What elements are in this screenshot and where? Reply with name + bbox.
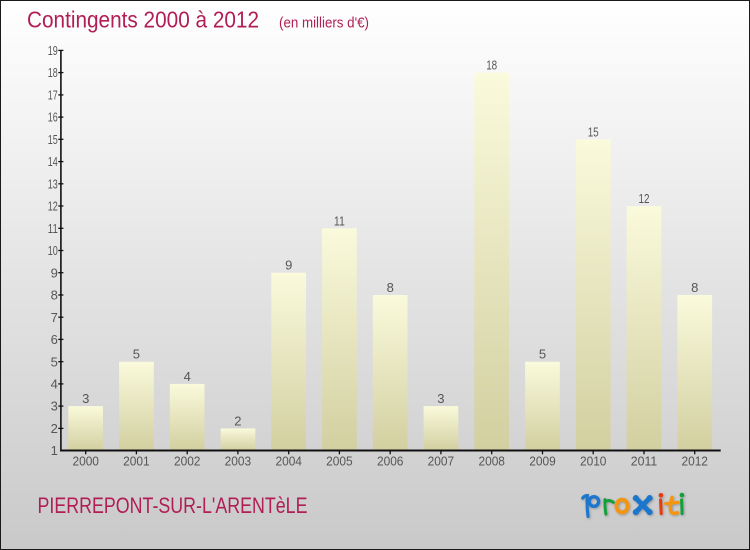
svg-text:4: 4 <box>184 369 191 384</box>
svg-text:10: 10 <box>48 243 58 258</box>
svg-text:2009: 2009 <box>529 453 556 468</box>
svg-text:5: 5 <box>539 347 546 362</box>
svg-text:2005: 2005 <box>326 453 353 468</box>
svg-text:19: 19 <box>48 43 58 58</box>
svg-text:3: 3 <box>51 399 58 414</box>
svg-text:3: 3 <box>437 391 444 406</box>
svg-text:7: 7 <box>51 310 58 325</box>
svg-text:5: 5 <box>133 347 140 362</box>
svg-text:(en milliers d'€): (en milliers d'€) <box>279 14 369 31</box>
svg-text:11: 11 <box>48 221 58 236</box>
svg-text:13: 13 <box>48 176 58 191</box>
svg-text:15: 15 <box>48 132 58 147</box>
svg-text:2: 2 <box>234 413 241 428</box>
svg-text:2008: 2008 <box>478 453 505 468</box>
svg-text:12: 12 <box>48 199 58 214</box>
svg-text:8: 8 <box>387 280 394 295</box>
svg-text:16: 16 <box>48 110 58 125</box>
svg-text:8: 8 <box>51 288 58 303</box>
svg-text:Contingents 2000 à 2012: Contingents 2000 à 2012 <box>27 6 259 32</box>
svg-text:8: 8 <box>691 280 698 295</box>
svg-text:14: 14 <box>48 154 58 169</box>
svg-text:PIERREPONT-SUR-L'ARENTèLE: PIERREPONT-SUR-L'ARENTèLE <box>38 493 308 518</box>
svg-text:9: 9 <box>285 258 292 273</box>
svg-text:11: 11 <box>334 213 345 228</box>
svg-text:18: 18 <box>48 65 58 80</box>
svg-text:4: 4 <box>51 377 58 392</box>
svg-text:15: 15 <box>588 124 599 139</box>
svg-text:2011: 2011 <box>631 453 658 468</box>
svg-text:3: 3 <box>82 391 89 406</box>
svg-text:12: 12 <box>639 191 650 206</box>
svg-text:2004: 2004 <box>275 453 302 468</box>
svg-text:18: 18 <box>486 58 497 73</box>
svg-text:17: 17 <box>48 88 58 103</box>
svg-text:1: 1 <box>51 443 58 458</box>
svg-text:2: 2 <box>51 421 58 436</box>
svg-text:2012: 2012 <box>681 453 708 468</box>
svg-text:2002: 2002 <box>174 453 201 468</box>
svg-text:6: 6 <box>51 332 58 347</box>
svg-text:2007: 2007 <box>428 453 455 468</box>
svg-text:2010: 2010 <box>580 453 607 468</box>
svg-text:2003: 2003 <box>225 453 252 468</box>
svg-text:2000: 2000 <box>72 453 99 468</box>
svg-text:2006: 2006 <box>377 453 404 468</box>
svg-text:5: 5 <box>51 354 58 369</box>
svg-text:9: 9 <box>51 265 58 280</box>
svg-text:2001: 2001 <box>123 453 150 468</box>
